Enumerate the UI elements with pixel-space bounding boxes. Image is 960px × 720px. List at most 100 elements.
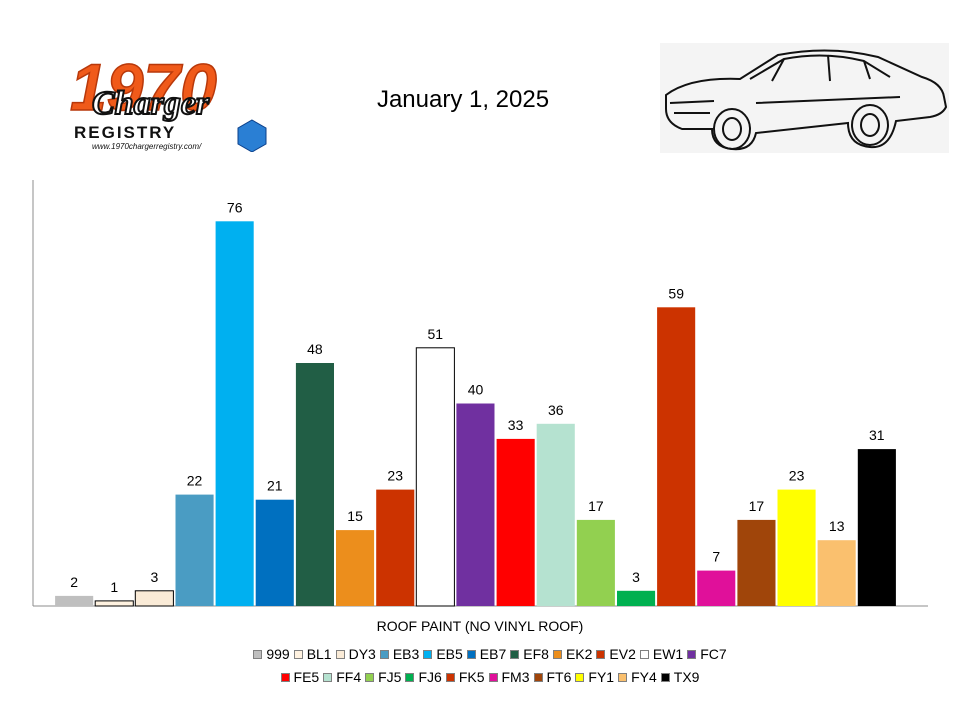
legend-item: FM3 <box>488 669 530 685</box>
legend-label: FK5 <box>458 669 485 685</box>
data-label: 76 <box>227 199 243 215</box>
data-label: 15 <box>347 508 363 524</box>
bar-eb5 <box>215 221 254 607</box>
legend-item: EF8 <box>510 646 549 662</box>
bar-fm3 <box>697 570 736 606</box>
legend-label: BL1 <box>306 646 332 662</box>
legend-label: EF8 <box>523 646 549 662</box>
data-label: 1 <box>110 579 118 595</box>
data-label: 51 <box>428 326 444 342</box>
bar-fc7 <box>456 403 495 606</box>
legend-label: FF4 <box>336 669 362 685</box>
legend-label: DY3 <box>348 646 376 662</box>
bar-999 <box>55 595 94 606</box>
legend-label: FT6 <box>546 669 572 685</box>
legend-swatch <box>293 649 303 659</box>
x-axis-label: ROOF PAINT (NO VINYL ROOF) <box>377 618 584 634</box>
data-label: 23 <box>387 468 403 484</box>
bar-tx9 <box>857 449 896 606</box>
legend-item: BL1 <box>293 646 332 662</box>
legend-item: EK2 <box>552 646 592 662</box>
legend-item: FT6 <box>533 669 572 685</box>
legend-item: DY3 <box>335 646 376 662</box>
legend-label: FY4 <box>631 669 657 685</box>
bar-ef8 <box>295 363 334 606</box>
bar-ew1 <box>415 347 455 607</box>
legend-label: FJ5 <box>378 669 402 685</box>
legend-swatch <box>323 672 333 682</box>
legend-label: FJ6 <box>418 669 442 685</box>
legend-item: EB7 <box>466 646 507 662</box>
data-label: 48 <box>307 341 323 357</box>
legend-swatch <box>405 672 415 682</box>
data-label: 59 <box>668 285 684 301</box>
legend-swatch <box>379 649 389 659</box>
bar-fy4 <box>817 540 856 606</box>
legend-item: FK5 <box>445 669 485 685</box>
legend-label: EV2 <box>609 646 636 662</box>
legend-label: FC7 <box>700 646 727 662</box>
legend-item: FY1 <box>575 669 614 685</box>
data-label: 40 <box>468 382 484 398</box>
bar-fk5 <box>657 307 696 606</box>
bar-ev2 <box>376 489 415 606</box>
legend-label: EW1 <box>652 646 684 662</box>
bar-bl1 <box>94 600 134 607</box>
logo-script: Charger <box>92 85 210 122</box>
bar-ek2 <box>336 530 375 606</box>
bar-fj6 <box>617 590 656 606</box>
data-label: 31 <box>869 427 885 443</box>
legend-swatch <box>575 672 585 682</box>
legend-label: EB5 <box>436 646 463 662</box>
bar-eb3 <box>175 494 214 606</box>
legend-swatch <box>552 649 562 659</box>
legend-label: FY1 <box>588 669 615 685</box>
chart-legend: 999 BL1 DY3 EB3 EB5 EB7 EF8 EK2 EV2 EW1 FC7 FE5 FF4… <box>150 646 830 692</box>
data-label: 7 <box>712 549 720 565</box>
legend-swatch <box>423 649 433 659</box>
data-label: 23 <box>789 468 805 484</box>
legend-swatch <box>660 672 670 682</box>
legend-swatch <box>466 649 476 659</box>
chart-title: January 1, 2025 <box>376 86 550 113</box>
data-label: 13 <box>829 518 845 534</box>
bar-fy1 <box>777 489 816 606</box>
bar-ft6 <box>737 519 776 606</box>
charger-car-illustration <box>660 43 949 153</box>
legend-swatch <box>335 649 345 659</box>
registry-logo: 1970 Charger REGISTRY www.1970chargerreg… <box>69 52 267 152</box>
legend-swatch <box>488 672 498 682</box>
data-label: 17 <box>588 498 604 514</box>
legend-label: FE5 <box>293 669 320 685</box>
legend-label: TX9 <box>673 669 700 685</box>
data-label: 2 <box>70 574 78 590</box>
data-label: 3 <box>151 569 159 585</box>
data-label: 22 <box>187 473 203 489</box>
logo-url: www.1970chargerregistry.com/ <box>92 142 202 151</box>
legend-swatch <box>365 672 375 682</box>
legend-item: FJ5 <box>365 669 401 685</box>
legend-swatch <box>596 649 606 659</box>
legend-item: EB5 <box>423 646 463 662</box>
legend-label: EB7 <box>479 646 507 662</box>
logo-year: 1970 <box>70 52 217 124</box>
legend-label: FM3 <box>501 669 530 685</box>
legend-item: EB3 <box>379 646 419 662</box>
legend-item: 999 <box>253 646 290 662</box>
logo-subtitle: REGISTRY <box>74 123 176 142</box>
legend-swatch <box>639 649 649 659</box>
legend-swatch <box>533 672 543 682</box>
legend-item: EV2 <box>596 646 636 662</box>
legend-item: FF4 <box>323 669 361 685</box>
legend-item: FE5 <box>280 669 320 685</box>
legend-swatch <box>253 649 263 659</box>
legend-swatch <box>618 672 628 682</box>
legend-swatch <box>280 672 290 682</box>
legend-item: FC7 <box>687 646 727 662</box>
data-label: 17 <box>749 498 765 514</box>
legend-item: EW1 <box>639 646 684 662</box>
legend-row: FE5 FF4 FJ5 FJ6 FK5 FM3 FT6 FY1 FY4 TX9 <box>150 669 830 685</box>
bar-dy3 <box>134 590 174 607</box>
legend-swatch <box>445 672 455 682</box>
